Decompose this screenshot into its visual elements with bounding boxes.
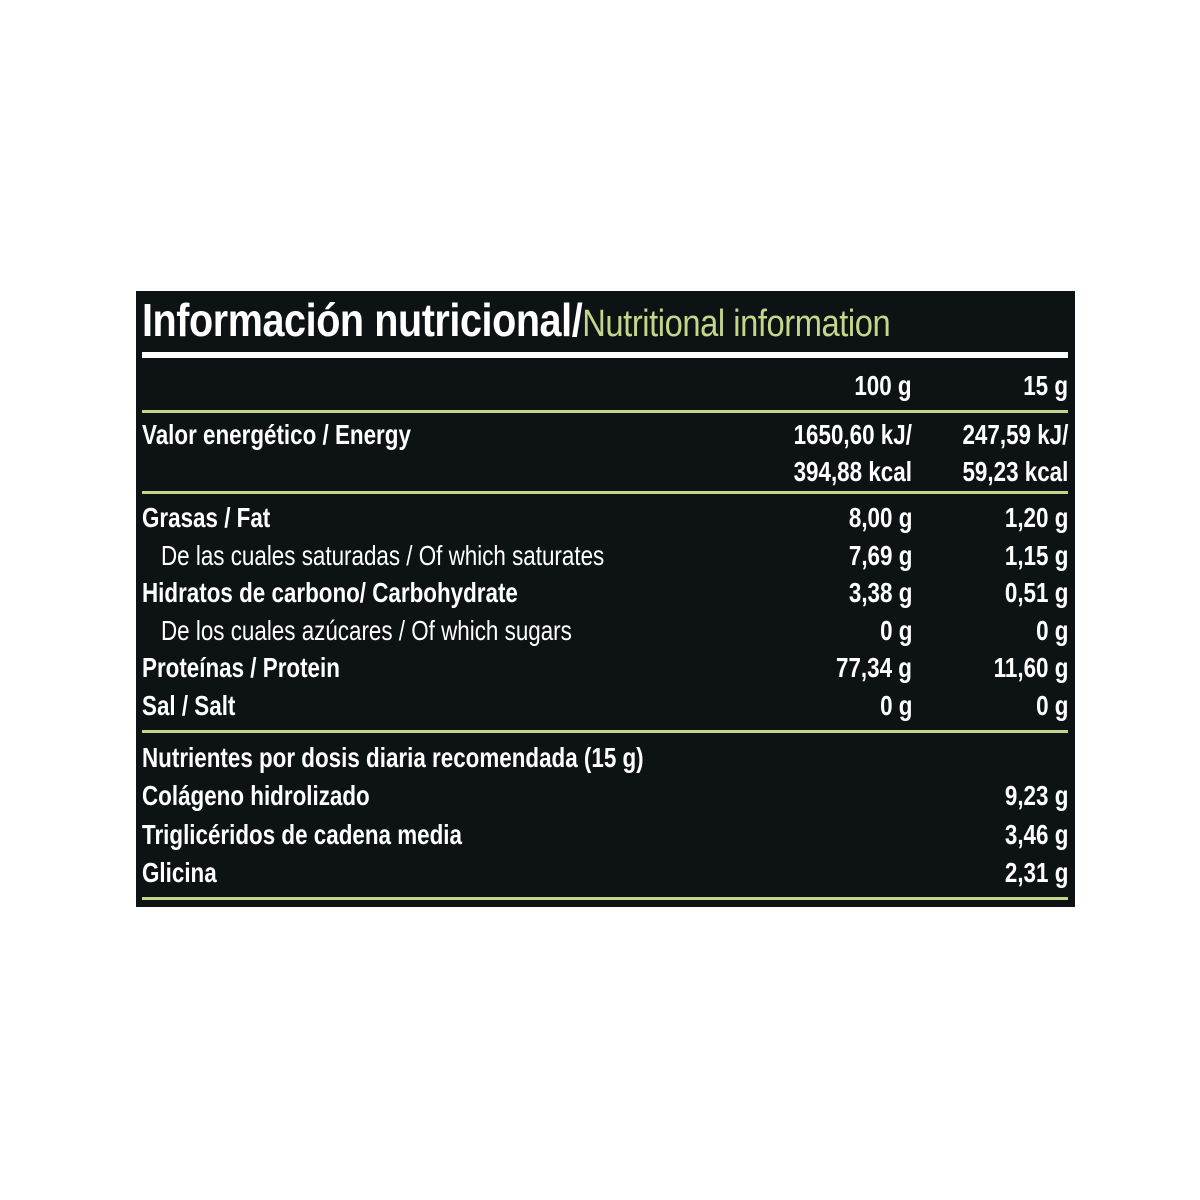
divider <box>142 410 1068 413</box>
nutrient-label: Sal / Salt <box>142 689 236 721</box>
energy-kcal-row: 394,88 kcal 59,23 kcal <box>142 454 1068 490</box>
value-15g: 0,51 g <box>1004 577 1068 608</box>
value-15g: 1,20 g <box>1004 502 1068 533</box>
value-15g: 0 g <box>1035 614 1068 646</box>
energy-label: Valor energético / Energy <box>142 419 411 450</box>
nutrient-row: De los cuales azúcares / Of which sugars… <box>142 613 1068 649</box>
title-divider <box>142 352 1068 358</box>
nutrition-table: Información nutricional/Nutritional info… <box>136 291 1075 907</box>
energy-15-kj: 247,59 kJ/ <box>962 419 1068 450</box>
divider <box>142 491 1068 494</box>
daily-heading-row: Nutrientes por dosis diaria recomendada … <box>142 740 1068 776</box>
value-100g: 0 g <box>879 614 912 646</box>
value-15g: 0 g <box>1035 689 1068 721</box>
value-15g: 11,60 g <box>993 652 1068 683</box>
value-100g: 7,69 g <box>848 539 912 571</box>
nutrient-label: Grasas / Fat <box>142 502 271 533</box>
divider <box>142 730 1068 733</box>
daily-nutrient-label: Colágeno hidrolizado <box>142 780 370 811</box>
value-100g: 77,34 g <box>836 652 912 683</box>
nutrient-row: Sal / Salt 0 g 0 g <box>142 688 1068 724</box>
title-es: Información nutricional/ <box>142 294 583 346</box>
value-15g: 1,15 g <box>1004 539 1068 571</box>
energy-100-kj: 1650,60 kJ/ <box>793 419 912 450</box>
daily-nutrient-label: Triglicéridos de cadena media <box>142 818 462 850</box>
nutrient-label: De las cuales saturadas / Of which satur… <box>161 539 605 571</box>
daily-heading: Nutrientes por dosis diaria recomendada … <box>142 742 644 773</box>
energy-100-kcal: 394,88 kcal <box>793 456 912 487</box>
daily-nutrient-label: Glicina <box>142 857 217 888</box>
nutrient-row: Grasas / Fat 8,00 g 1,20 g <box>142 500 1068 536</box>
column-header-row: 100 g 15 g <box>142 368 1068 404</box>
daily-nutrient-value: 3,46 g <box>1004 818 1068 850</box>
daily-nutrient-row: Glicina 2,31 g <box>142 855 1068 891</box>
nutrient-row: Hidratos de carbono/ Carbohydrate 3,38 g… <box>142 575 1068 611</box>
nutrient-row: De las cuales saturadas / Of which satur… <box>142 538 1068 574</box>
daily-nutrient-row: Colágeno hidrolizado 9,23 g <box>142 778 1068 814</box>
value-100g: 3,38 g <box>848 577 912 608</box>
nutrient-label: Proteínas / Protein <box>142 652 340 683</box>
divider <box>142 897 1068 900</box>
table-title: Información nutricional/Nutritional info… <box>142 293 891 347</box>
column-header-100g: 100 g <box>854 370 912 401</box>
daily-nutrient-value: 2,31 g <box>1004 857 1068 888</box>
title-en: Nutritional information <box>582 303 891 345</box>
value-100g: 8,00 g <box>848 502 912 533</box>
energy-row: Valor energético / Energy 1650,60 kJ/ 24… <box>142 417 1068 453</box>
energy-15-kcal: 59,23 kcal <box>962 456 1068 487</box>
nutrient-label: De los cuales azúcares / Of which sugars <box>161 614 572 646</box>
daily-nutrient-row: Triglicéridos de cadena media 3,46 g <box>142 817 1068 853</box>
column-header-15g: 15 g <box>1023 370 1068 401</box>
nutrient-label: Hidratos de carbono/ Carbohydrate <box>142 577 518 608</box>
nutrient-row: Proteínas / Protein 77,34 g 11,60 g <box>142 650 1068 686</box>
value-100g: 0 g <box>879 689 912 721</box>
daily-nutrient-value: 9,23 g <box>1004 780 1068 811</box>
